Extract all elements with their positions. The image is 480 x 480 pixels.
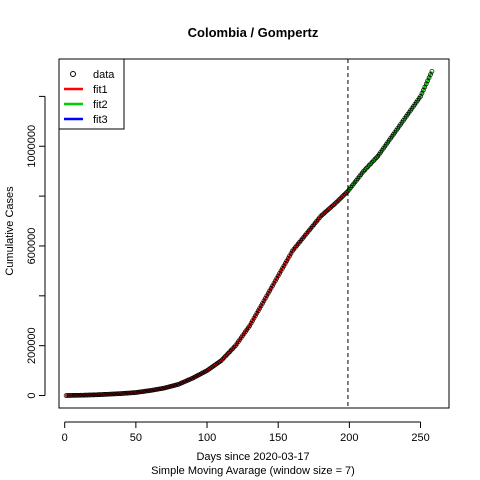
data-point xyxy=(220,356,226,362)
data-point xyxy=(337,197,342,202)
data-point xyxy=(280,266,285,271)
legend-box xyxy=(58,58,125,130)
data-point xyxy=(318,213,324,219)
legend-label-fit3: fit3 xyxy=(93,114,108,126)
data-point xyxy=(268,285,274,291)
data-point xyxy=(282,261,288,266)
data-point xyxy=(270,283,275,289)
data-point xyxy=(374,155,379,161)
data-point xyxy=(253,313,258,319)
data-point xyxy=(227,349,233,355)
y-tick-label: 200000 xyxy=(26,327,38,364)
x-tick-label: 100 xyxy=(198,432,216,444)
data-point xyxy=(231,344,237,350)
data-point xyxy=(275,273,281,279)
x-tick-label: 50 xyxy=(130,432,142,444)
legend: data fit1 fit2 fit3 xyxy=(58,58,125,130)
data-point xyxy=(327,206,332,211)
data-point xyxy=(339,194,345,200)
data-point xyxy=(228,347,234,353)
legend-label-data: data xyxy=(93,69,115,81)
data-point xyxy=(255,308,261,314)
x-tick-label: 200 xyxy=(340,432,358,444)
plot-area xyxy=(63,59,435,408)
data-point xyxy=(332,201,338,206)
data-point xyxy=(331,202,337,208)
data-point xyxy=(329,203,335,209)
data-point xyxy=(264,293,270,299)
data-point xyxy=(258,303,264,309)
data-point xyxy=(223,353,228,359)
data-point xyxy=(250,318,255,324)
y-tick-label: 0 xyxy=(26,392,38,398)
x-tick-label: 250 xyxy=(411,432,429,444)
data-point xyxy=(285,256,291,261)
x-axis-label: Days since 2020-03-17 xyxy=(196,451,309,463)
data-point xyxy=(325,207,331,213)
data-point xyxy=(267,288,273,294)
y-tick-label: 600000 xyxy=(26,228,38,265)
y-axis: 0 200000 600000 1000000 xyxy=(26,95,46,399)
data-point xyxy=(287,253,292,259)
data-point xyxy=(251,315,257,321)
data-point xyxy=(371,158,376,164)
data-point xyxy=(271,281,277,286)
data-point xyxy=(273,278,278,284)
data-point xyxy=(365,164,371,170)
chart-title: Colombia / Gompertz xyxy=(188,25,319,40)
data-point xyxy=(265,290,271,296)
data-point xyxy=(224,352,230,357)
data-point xyxy=(361,168,366,174)
plot-frame xyxy=(58,58,450,409)
data-points xyxy=(63,69,435,398)
data-point xyxy=(254,310,260,316)
data-point xyxy=(335,198,341,204)
data-point xyxy=(429,69,435,74)
data-point xyxy=(288,251,294,256)
x-tick-label: 150 xyxy=(269,432,287,444)
data-point xyxy=(281,263,287,269)
data-point xyxy=(324,208,329,214)
data-point xyxy=(260,300,265,306)
data-point xyxy=(369,159,375,165)
data-point xyxy=(278,268,284,274)
data-point xyxy=(366,162,372,168)
data-point xyxy=(221,355,227,360)
x-tick-label: 0 xyxy=(62,432,68,444)
legend-label-fit2: fit2 xyxy=(93,99,108,111)
data-point xyxy=(341,192,347,198)
data-point xyxy=(338,195,344,201)
data-point xyxy=(248,320,254,326)
data-point xyxy=(247,323,253,329)
data-point xyxy=(230,346,235,352)
data-point xyxy=(364,165,369,171)
data-point xyxy=(342,191,348,197)
x-axis-sublabel: Simple Moving Avarage (window size = 7) xyxy=(151,465,355,477)
data-point xyxy=(257,305,263,311)
data-point xyxy=(368,161,374,167)
x-axis: 0 50 100 150 200 250 xyxy=(62,421,430,444)
data-point xyxy=(372,156,378,162)
y-tick-label: 1000000 xyxy=(26,125,38,168)
data-point xyxy=(261,298,267,304)
data-point xyxy=(263,295,268,301)
data-point xyxy=(277,271,282,276)
data-point xyxy=(284,258,290,264)
data-point xyxy=(362,167,368,173)
data-point xyxy=(218,358,224,363)
data-point xyxy=(319,212,325,218)
data-point xyxy=(334,199,339,205)
legend-label-fit1: fit1 xyxy=(93,84,108,96)
data-point xyxy=(274,276,280,281)
data-point xyxy=(328,204,334,210)
data-point xyxy=(344,190,349,195)
data-point xyxy=(321,211,327,216)
y-axis-label: Cumulative Cases xyxy=(4,186,16,276)
legend-marker-data xyxy=(70,71,76,77)
series-line-fit1 xyxy=(66,190,349,397)
data-point xyxy=(322,209,328,215)
data-point xyxy=(226,350,231,356)
